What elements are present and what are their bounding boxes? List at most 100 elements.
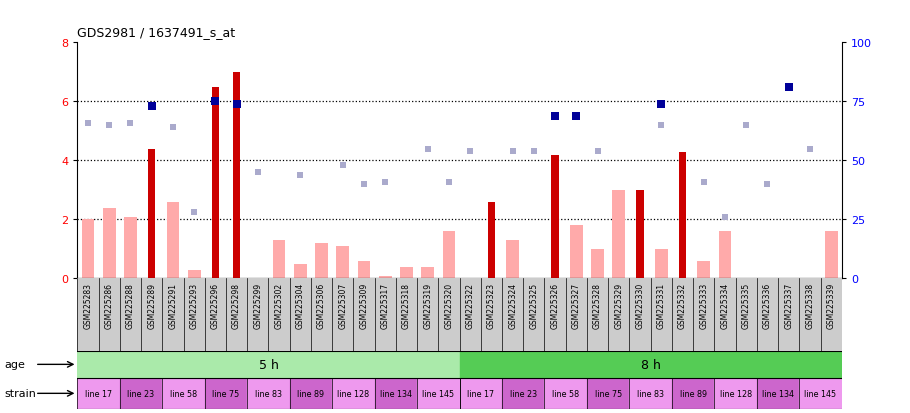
Bar	[672, 378, 714, 409]
Text: line 89: line 89	[680, 389, 707, 398]
Bar	[167, 202, 179, 279]
Point	[145, 104, 159, 110]
Bar	[294, 264, 307, 279]
Text: GSM225299: GSM225299	[253, 282, 262, 328]
Bar	[120, 378, 162, 409]
Bar	[124, 217, 136, 279]
Bar	[233, 73, 240, 279]
Bar	[379, 276, 391, 279]
Text: GSM225309: GSM225309	[359, 282, 369, 328]
Text: line 83: line 83	[255, 389, 282, 398]
Bar	[421, 267, 434, 279]
Point	[166, 125, 180, 131]
Point	[187, 209, 201, 216]
Bar	[460, 378, 502, 409]
Point	[739, 122, 753, 129]
Bar	[714, 378, 757, 409]
Bar	[315, 244, 328, 279]
Bar	[442, 232, 455, 279]
Bar	[612, 190, 625, 279]
Point	[718, 214, 733, 221]
Text: GSM225334: GSM225334	[721, 282, 730, 328]
Bar	[212, 88, 219, 279]
Text: line 75: line 75	[212, 389, 239, 398]
Text: GSM225319: GSM225319	[423, 282, 432, 328]
Text: GSM225286: GSM225286	[105, 282, 114, 328]
Bar	[187, 270, 200, 279]
Point	[654, 101, 669, 108]
Point	[102, 122, 116, 129]
Bar	[636, 190, 643, 279]
Text: line 128: line 128	[338, 389, 369, 398]
Bar	[332, 378, 375, 409]
Text: GSM225302: GSM225302	[275, 282, 284, 328]
Bar	[400, 267, 413, 279]
Text: GSM225317: GSM225317	[380, 282, 389, 328]
Text: GSM225338: GSM225338	[805, 282, 814, 328]
Point	[591, 148, 605, 155]
Text: GSM225330: GSM225330	[635, 282, 644, 328]
Text: line 134: line 134	[762, 389, 794, 398]
Point	[250, 169, 265, 176]
Bar	[502, 378, 544, 409]
Bar	[248, 378, 289, 409]
Bar	[544, 378, 587, 409]
Point	[803, 146, 817, 152]
Text: line 75: line 75	[594, 389, 622, 398]
Bar	[757, 378, 799, 409]
Bar	[587, 378, 630, 409]
Text: GSM225339: GSM225339	[826, 282, 835, 328]
Text: GSM225307: GSM225307	[339, 282, 348, 328]
Bar	[103, 208, 116, 279]
Text: strain: strain	[5, 388, 36, 399]
Point	[696, 179, 711, 185]
Text: GSM225323: GSM225323	[487, 282, 496, 328]
Bar	[719, 232, 732, 279]
Text: GSM225336: GSM225336	[763, 282, 772, 328]
Text: GSM225304: GSM225304	[296, 282, 305, 328]
Text: line 23: line 23	[127, 389, 155, 398]
Bar	[375, 378, 417, 409]
Bar	[570, 226, 582, 279]
Text: GSM225318: GSM225318	[402, 282, 411, 328]
Text: GSM225296: GSM225296	[211, 282, 220, 328]
Bar	[824, 232, 837, 279]
Bar	[358, 261, 370, 279]
Text: line 83: line 83	[637, 389, 664, 398]
Bar	[630, 378, 672, 409]
Point	[505, 148, 520, 155]
Bar	[417, 378, 460, 409]
Point	[336, 162, 350, 169]
Bar	[551, 155, 559, 279]
Bar	[337, 247, 349, 279]
Text: GSM225328: GSM225328	[593, 282, 602, 328]
Bar	[506, 240, 519, 279]
Bar	[697, 261, 710, 279]
Text: GSM225306: GSM225306	[317, 282, 326, 328]
Text: line 58: line 58	[170, 389, 197, 398]
Text: GSM225332: GSM225332	[678, 282, 687, 328]
Text: GSM225298: GSM225298	[232, 282, 241, 328]
Text: line 58: line 58	[552, 389, 580, 398]
Text: GSM225329: GSM225329	[614, 282, 623, 328]
Text: 5 h: 5 h	[258, 358, 278, 371]
Text: GSM225325: GSM225325	[530, 282, 539, 328]
Point	[81, 120, 96, 127]
Text: GSM225327: GSM225327	[571, 282, 581, 328]
Point	[782, 85, 796, 91]
Text: line 134: line 134	[379, 389, 412, 398]
Bar	[162, 378, 205, 409]
Point	[123, 120, 137, 127]
Text: GSM225283: GSM225283	[84, 282, 93, 328]
Point	[378, 179, 392, 185]
Text: GSM225320: GSM225320	[444, 282, 453, 328]
Point	[357, 181, 371, 188]
Text: GSM225337: GSM225337	[784, 282, 794, 328]
Bar	[592, 249, 604, 279]
Text: GSM225291: GSM225291	[168, 282, 177, 328]
Bar	[655, 249, 668, 279]
Text: GSM225322: GSM225322	[466, 282, 475, 328]
Point	[229, 101, 244, 108]
Bar	[77, 378, 120, 409]
Text: line 23: line 23	[510, 389, 537, 398]
